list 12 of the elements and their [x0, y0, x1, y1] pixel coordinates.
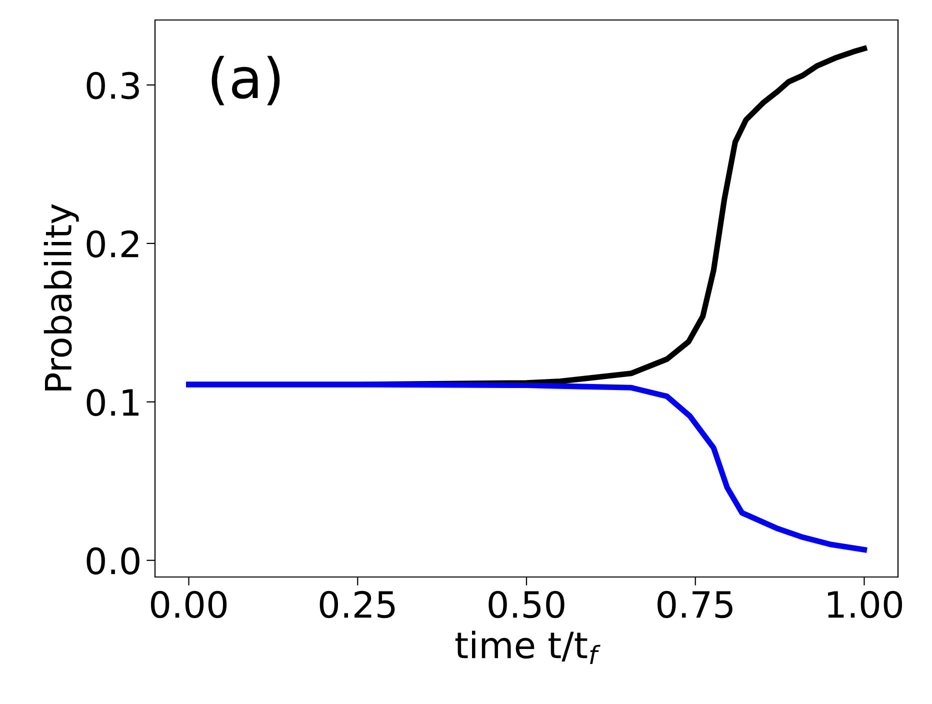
y-tick-label: 0.0 — [86, 547, 140, 575]
x-tick-label: 0.50 — [488, 590, 564, 618]
y-tick-label: 0.3 — [86, 72, 139, 100]
x-tick-label: 0.75 — [658, 590, 732, 618]
x-tick-label: 0.25 — [320, 590, 395, 618]
x-tick-label: 0.00 — [150, 590, 227, 618]
x-tick-label: 1.00 — [828, 590, 902, 618]
x-axis-title: time t/t$_{f}$ — [455, 630, 600, 664]
y-tick-label: 0.1 — [86, 388, 138, 416]
y-axis-title: Probability — [44, 204, 79, 390]
annotation: (a) — [212, 56, 280, 106]
y-tick-label: 0.2 — [86, 230, 138, 258]
